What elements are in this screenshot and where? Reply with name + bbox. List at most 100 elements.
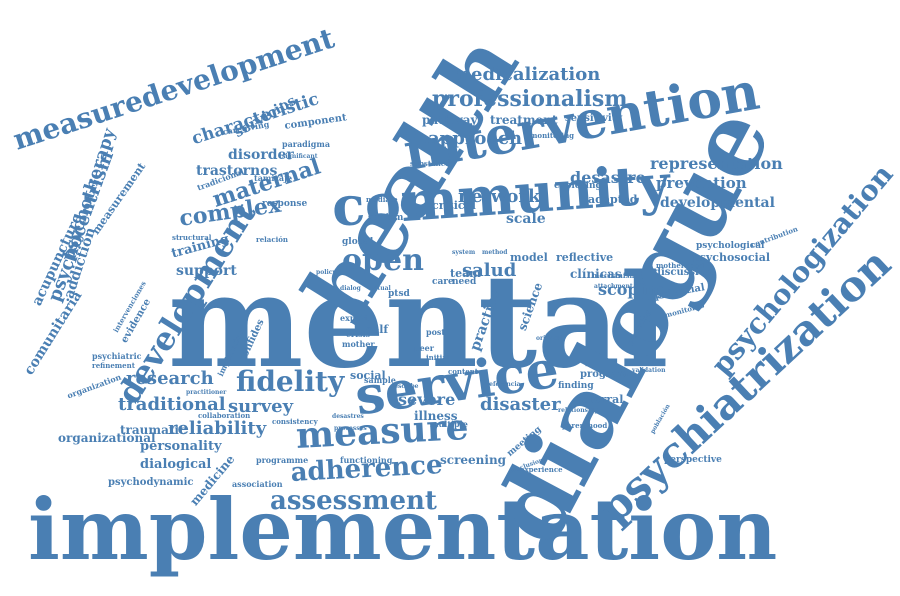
word-method: method	[482, 249, 508, 256]
word-personality: personality	[140, 439, 222, 454]
word-developmental: developmental	[660, 195, 775, 211]
word-policy: policy	[316, 269, 336, 276]
word-peer: peer	[414, 343, 434, 353]
word-psychological: psychological	[696, 241, 765, 251]
word-sensitivity: sensitivity	[565, 113, 623, 124]
word-representation: representation	[650, 154, 783, 173]
word-practitioner: practitioner	[186, 389, 227, 396]
word-relacion: relación	[256, 235, 289, 244]
word-model: model	[510, 251, 548, 264]
word-program: program	[580, 369, 629, 380]
word-measuredevelopment: measuredevelopment	[9, 21, 339, 157]
word-need: need	[452, 277, 477, 287]
word-substance: substance	[410, 159, 450, 168]
word-open: open	[342, 243, 424, 278]
word-self: self	[366, 323, 389, 336]
word-pathway: pathway	[422, 113, 478, 127]
word-team: team	[450, 267, 481, 280]
word-sample: sample	[364, 375, 396, 385]
word-care: care	[432, 277, 454, 287]
word-scale: scale	[506, 211, 546, 227]
word-dialogical: dialogical	[140, 457, 212, 472]
word-parenthood: parenthood	[562, 421, 608, 430]
word-adapted: adapted	[588, 193, 638, 206]
word-ptsd: ptsd	[388, 289, 410, 299]
word-mother: mother	[342, 339, 375, 349]
word-post: post	[426, 327, 446, 337]
word-describe: describe	[390, 383, 419, 390]
word-medicalization: medicalization	[452, 64, 601, 85]
word-contribution: contribution	[749, 224, 800, 250]
word-psychiatric: psychiatric	[92, 351, 142, 361]
word-monitoring: monitoring	[530, 131, 575, 140]
word-social: social	[350, 369, 386, 382]
word-collaboration: collaboration	[198, 411, 251, 420]
word-functioning: functioning	[340, 455, 393, 465]
word-dialog: dialog	[340, 285, 361, 292]
word-prevention: prevention	[656, 174, 747, 192]
word-association: association	[232, 479, 283, 489]
word-support: support	[176, 263, 237, 279]
word-treatment: treatment	[490, 113, 558, 127]
word-reliability: reliability	[168, 418, 267, 439]
word-disorder: disorder	[228, 147, 294, 163]
word-fidelity: fidelity	[236, 365, 345, 398]
word-programme: programme	[256, 455, 309, 465]
word-mechanism: mechanism	[592, 271, 637, 280]
word-system: system	[452, 249, 476, 256]
word-referral: referral	[576, 393, 624, 406]
word-structural: structural	[172, 233, 212, 242]
word-crisis: crisis	[346, 329, 371, 339]
word-motherhood: motherhood	[656, 261, 704, 270]
word-critical: critical	[432, 199, 476, 212]
word-professionalism: professionalism	[432, 86, 628, 112]
word-multiple: multiple	[430, 419, 468, 429]
word-psychodynamic: psychodynamic	[108, 477, 194, 488]
word-refinement: refinement	[92, 361, 135, 370]
word-illness: illness	[414, 409, 458, 423]
word-exploring: exploring	[554, 181, 602, 191]
word-mental: mental	[168, 247, 669, 397]
word-survey: survey	[228, 396, 294, 417]
word-expert: expert	[340, 313, 369, 323]
word-experience: experience	[520, 465, 563, 474]
word-perspective: perspective	[664, 455, 722, 465]
word-tamizaje: tamizaje	[254, 173, 293, 183]
word-referencia: referencia	[486, 381, 521, 388]
word-scoping: scoping	[598, 280, 668, 299]
word-finding: finding	[558, 381, 594, 391]
word-mediate: mediate	[366, 195, 398, 204]
word-validation: validation	[632, 367, 666, 374]
word-paradigma: paradigma	[282, 139, 331, 149]
word-consistency: consistency	[272, 417, 318, 426]
word-global: global	[342, 237, 374, 247]
word-disaster: disaster	[480, 394, 561, 415]
word-research: research	[126, 368, 214, 389]
word-approach: approach	[428, 128, 523, 149]
word-organizational: organizational	[58, 431, 156, 445]
word-initial: initial	[426, 353, 450, 362]
word-network: network	[458, 186, 541, 207]
word-psychosocial: psychosocial	[692, 251, 771, 264]
word-severe: severe	[398, 390, 456, 409]
word-response: response	[262, 199, 308, 209]
word-salud: salud	[462, 260, 517, 281]
word-attachment: attachment	[594, 283, 633, 290]
word-discussion: discussion	[654, 267, 713, 278]
word-implementation: implementation	[28, 480, 778, 579]
word-clinicas: clínicas	[570, 267, 622, 281]
word-desastre: desastre	[570, 168, 646, 187]
word-screening: screening	[440, 453, 507, 467]
word-trastornos: trastornos	[196, 163, 278, 179]
word-reflective: reflective	[556, 251, 614, 264]
word-processes: processes	[334, 425, 367, 432]
word-desastres: desastres	[332, 413, 364, 420]
word-assessment: assessment	[270, 486, 437, 516]
word-relationship: relationship	[558, 407, 599, 414]
word-ritual: ritual	[372, 285, 391, 292]
word-traditional: traditional	[118, 394, 226, 415]
word-traumatic: traumatic	[120, 423, 187, 437]
word-oriental: oriental	[536, 335, 563, 342]
word-significant: significant	[282, 153, 318, 160]
